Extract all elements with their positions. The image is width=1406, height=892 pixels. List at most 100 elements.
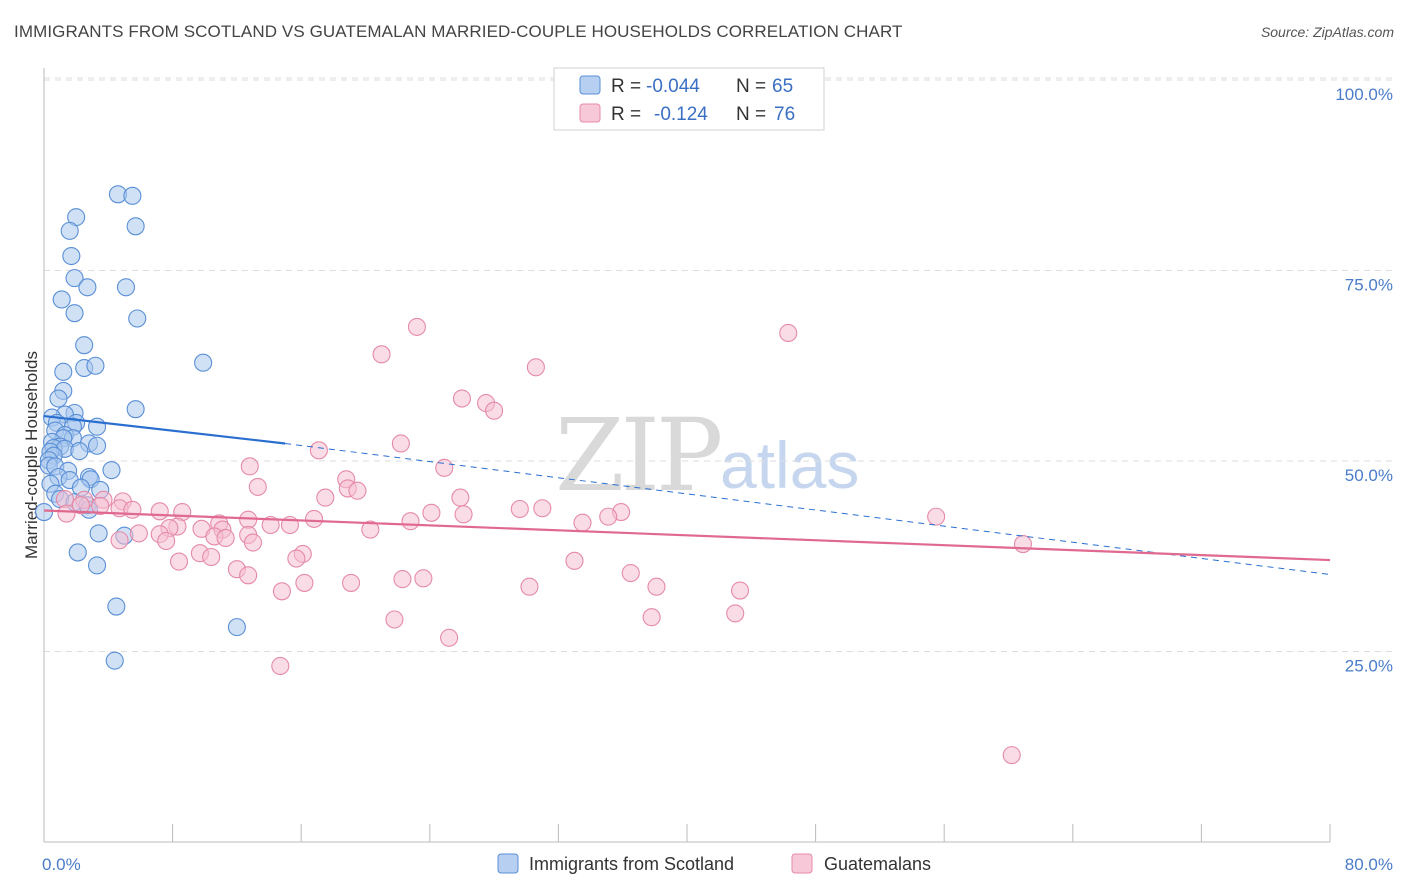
guatemalans-point-32 [454,505,473,524]
scotland-point-43 [102,461,121,480]
legend-n-value-2: 76 [774,104,795,125]
scotland-point-57 [34,503,54,522]
scotland-point-5 [62,246,81,266]
grid-lines [44,77,1392,652]
guatemalans-point-60 [169,552,189,571]
scotland-point-59 [68,543,87,562]
series-legend: Immigrants from Scotland Guatemalans [497,853,931,874]
scotland-point-3 [60,221,79,240]
scotland-point-60 [87,556,107,575]
trend-lines [43,414,1331,576]
legend-r-label-2: R = [611,104,641,125]
scotland-point-16 [54,362,73,381]
guatemalans-point-7 [391,434,410,453]
guatemalans-point-75 [385,610,404,629]
legend-swatch-guatemalans [579,103,601,123]
scotland-point-63 [105,651,124,670]
y-axis-label: Married-couple Households [22,351,41,559]
scotland-point-6 [65,269,84,288]
scotland-point-21 [126,400,145,419]
guatemalans-point-70 [647,577,666,596]
x-tick-label-1: 80.0% [1345,855,1393,874]
guatemalans-point-33 [599,507,618,526]
guatemalans-point-51 [216,528,235,548]
guatemalans-point-15 [316,488,335,507]
bottom-legend-label-scotland: Immigrants from Scotland [529,854,734,874]
scotland-point-15 [86,356,105,375]
bottom-legend-label-guatemalans: Guatemalans [824,854,931,874]
guatemalans-point-61 [565,551,584,570]
guatemalans-point-0 [407,317,426,336]
guatemalans-point-34 [927,507,946,526]
legend-r-value-2: -0.124 [654,104,708,125]
y-tick-label-1: 50.0% [1345,466,1393,485]
guatemalans-point-46 [361,520,380,539]
guatemalans-point-35 [305,509,324,528]
scotland-point-11 [128,309,147,328]
scotland-point-61 [107,597,126,616]
guatemalans-point-47 [129,524,148,543]
guatemalans-point-59 [287,549,306,568]
scotland-point-62 [227,618,246,637]
guatemalans-point-67 [295,573,314,592]
scotland-point-58 [89,524,108,543]
guatemalans-point-78 [1002,746,1021,765]
guatemalans-point-2 [372,345,391,364]
guatemalans-point-57 [202,547,221,567]
legend-r-value-1: -0.044 [646,76,700,97]
scotland-point-9 [52,290,71,309]
guatemalans-point-63 [239,566,258,585]
guatemalans-point-38 [573,513,592,532]
legend-n-label-2: N = [736,104,766,125]
bottom-legend-swatch-scotland [497,853,519,874]
x-tick-label-0: 0.0% [42,855,81,874]
legend-n-label-1: N = [736,76,766,97]
guatemalans-trend-line [43,509,1331,562]
chart-title: IMMIGRANTS FROM SCOTLAND VS GUATEMALAN M… [14,22,903,41]
guatemalans-point-3 [526,358,545,377]
x-tick-labels: 0.0% 80.0% [42,855,1393,874]
scotland-point-33 [87,436,107,455]
scotland-point-4 [126,217,145,236]
guatemalans-point-37 [401,512,420,531]
y-tick-label-2: 75.0% [1345,276,1393,295]
guatemalans-point-74 [642,608,661,627]
guatemalans-point-29 [57,504,76,523]
guatemalans-point-52 [243,533,263,552]
guatemalans-point-54 [1013,535,1033,554]
guatemalans-point-22 [91,496,110,516]
guatemalans-point-9 [435,458,454,477]
guatemalans-point-72 [272,582,291,601]
guatemalans-point-30 [422,503,441,522]
scotland-point-12 [75,336,94,355]
legend-r-label-1: R = [611,76,641,97]
guatemalans-point-40 [261,515,280,535]
scotland-point-13 [194,353,213,372]
guatemalans-point-73 [726,604,745,623]
guatemalans-point-76 [440,628,459,647]
guatemalans-point-69 [520,577,539,596]
guatemalans-point-64 [621,563,640,583]
bottom-legend-swatch-guatemalans [791,853,813,874]
source-credit: Source: ZipAtlas.com [1260,24,1394,40]
scotland-point-8 [116,278,136,297]
guatemalans-point-25 [510,499,529,519]
guatemalans-point-4 [452,389,472,408]
guatemalans-point-12 [248,477,267,496]
series-guatemalans-points [55,317,1033,765]
guatemalans-point-71 [730,581,750,600]
scotland-point-38 [70,442,89,461]
stats-legend: R = -0.044 N = 65 R = -0.124 N = 76 [553,67,825,131]
scotland-point-7 [78,278,97,297]
scotland-trend-line [43,414,286,445]
guatemalans-point-16 [451,488,470,507]
guatemalans-point-55 [157,531,176,551]
guatemalans-point-53 [110,531,129,550]
scotland-point-18 [49,389,68,408]
guatemalans-point-21 [71,496,91,515]
legend-swatch-scotland [579,75,601,95]
watermark-atlas: atlas [720,428,859,502]
y-tick-label-0: 25.0% [1345,657,1393,676]
y-tick-labels: 25.0% 50.0% 75.0% 100.0% [1335,85,1393,676]
y-tick-label-3: 100.0% [1335,85,1393,104]
